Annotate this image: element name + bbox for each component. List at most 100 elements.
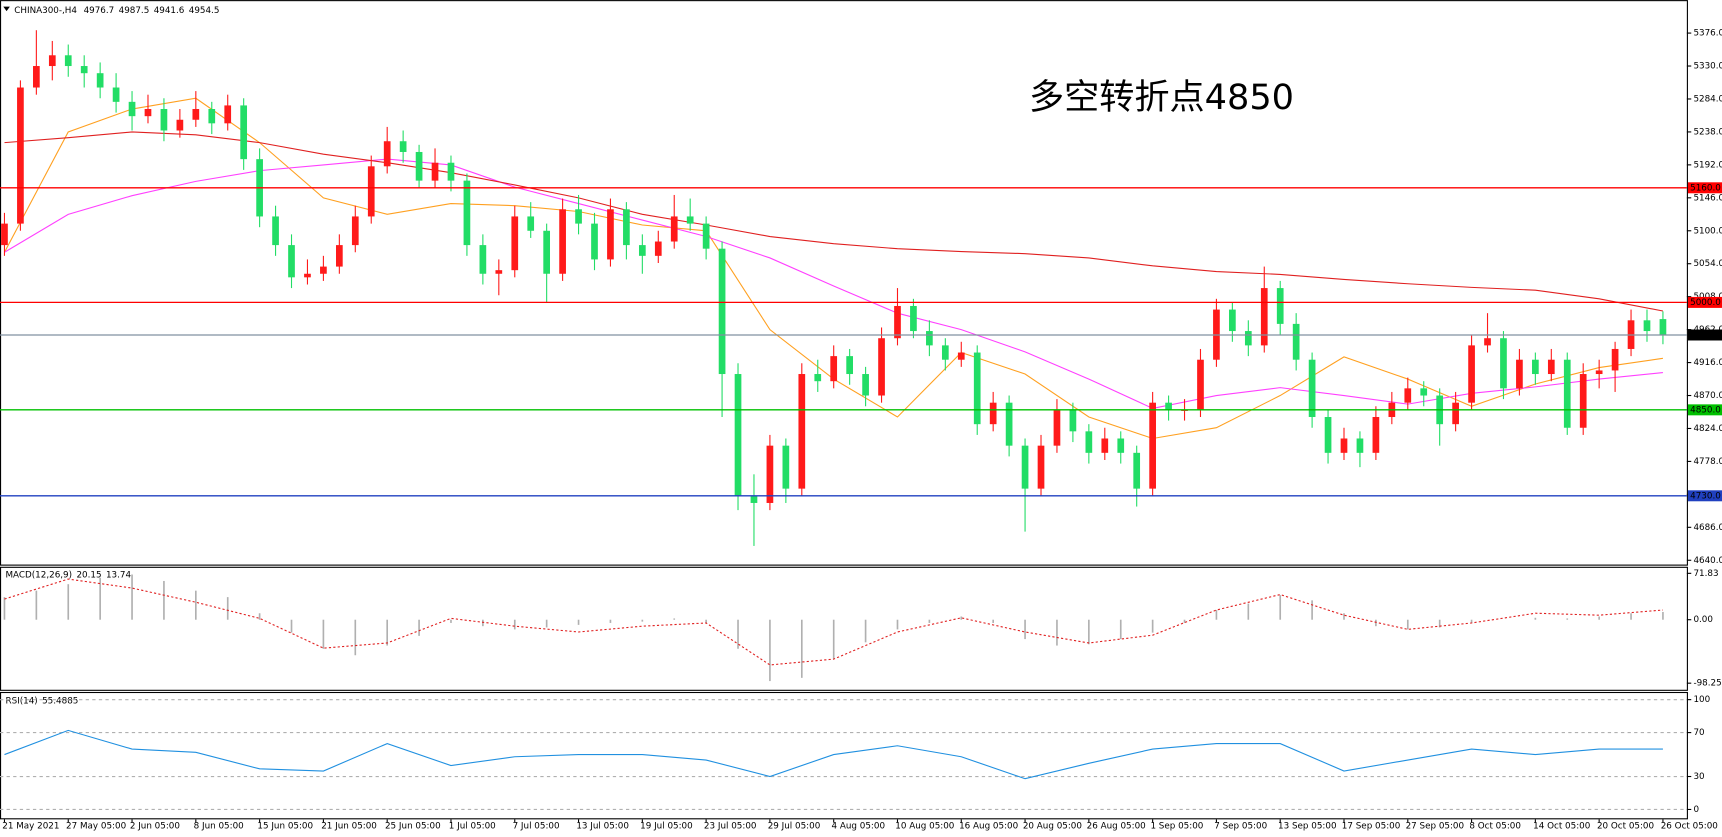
- x-tick-label: 4 Aug 05:00: [832, 821, 886, 831]
- candle-body: [80, 66, 88, 74]
- y-tick-label: 5100.0: [1693, 226, 1722, 236]
- y-tick-label: -98.25: [1693, 679, 1721, 689]
- y-tick-label: 4916.0: [1693, 358, 1722, 368]
- candle-body: [894, 305, 901, 339]
- candle-body: [1659, 319, 1667, 335]
- open: 4976.7: [84, 5, 115, 15]
- x-tick-label: 14 Oct 05:00: [1533, 821, 1590, 831]
- candle-body: [718, 248, 726, 375]
- x-tick-label: 21 May 2021: [2, 821, 59, 831]
- candle-body: [399, 141, 407, 152]
- y-tick-label: 4870.0: [1693, 391, 1722, 401]
- candle-body: [1021, 445, 1029, 489]
- x-tick-label: 20 Aug 05:00: [1023, 821, 1082, 831]
- y-tick-label: 4686.0: [1693, 523, 1722, 533]
- candle-body: [1484, 338, 1491, 346]
- price-tag: [1687, 182, 1722, 194]
- candle-body: [926, 331, 933, 346]
- x-tick-label: 25 Jun 05:00: [385, 821, 441, 831]
- candle-body: [1117, 438, 1125, 453]
- candle-body: [1372, 417, 1380, 453]
- x-tick-label: 26 Oct 05:00: [1661, 821, 1718, 831]
- y-tick-label: 5054.0: [1693, 259, 1722, 269]
- candle-body: [1133, 452, 1141, 489]
- candle-body: [33, 66, 40, 88]
- candle-body: [240, 105, 248, 160]
- y-tick-label: 0.00: [1693, 615, 1713, 625]
- x-tick-label: 10 Aug 05:00: [895, 821, 954, 831]
- rsi-header: RSI(14) 55.4885: [5, 696, 78, 706]
- candle-body: [702, 223, 710, 249]
- candle-body: [559, 209, 566, 274]
- candle-body: [734, 374, 742, 496]
- price-tag-label: 4954.5: [1690, 330, 1721, 340]
- x-tick-label: 15 Jun 05:00: [257, 821, 313, 831]
- symbol-header: CHINA300-,H4 4976.7 4987.5 4941.6 4954.5: [14, 5, 219, 15]
- rsi-title: RSI(14): [5, 696, 37, 706]
- candle-body: [591, 223, 598, 260]
- panel-rsi: 100 70 30 0 21 May 2021 27 May 05:00 2 Jun 05:…: [0, 695, 1718, 831]
- candle-body: [973, 352, 981, 425]
- candle-body: [750, 495, 758, 503]
- candle-body: [463, 180, 471, 246]
- x-tick-label: 23 Jul 05:00: [704, 821, 757, 831]
- macd-value: 20.15: [76, 570, 101, 580]
- x-tick-label: 26 Aug 05:00: [1087, 821, 1146, 831]
- y-tick-label: 70: [1693, 728, 1704, 738]
- y-tick-label: 71.83: [1693, 569, 1718, 579]
- candle-body: [941, 345, 949, 360]
- y-tick-label: 5376.0: [1693, 29, 1722, 39]
- macd-signal: [4, 578, 1663, 666]
- candle-body: [1229, 309, 1236, 332]
- y-tick-label: 4824.0: [1693, 424, 1722, 434]
- y-tick-label: 30: [1693, 772, 1704, 782]
- candle-body: [495, 270, 503, 274]
- candle-body: [304, 273, 311, 278]
- candle-body: [1420, 388, 1428, 396]
- candle-body: [64, 55, 72, 67]
- candle-body: [1579, 374, 1587, 428]
- candle-body: [686, 216, 694, 224]
- candle-body: [208, 109, 216, 124]
- y-tick-label: 4778.0: [1693, 457, 1722, 467]
- rsi-value: 55.4885: [42, 696, 78, 706]
- close: 4954.5: [189, 5, 220, 15]
- y-tick-label: 5238.0: [1693, 127, 1722, 137]
- candle-body: [1053, 409, 1061, 446]
- candle-body: [1595, 370, 1603, 375]
- price-tag-label: 5160.0: [1690, 183, 1721, 193]
- candle-body: [1069, 409, 1077, 432]
- candle-body: [527, 216, 535, 231]
- y-tick-label: 5192.0: [1693, 160, 1722, 170]
- candle-body: [224, 105, 232, 124]
- candle-body: [670, 216, 678, 242]
- panel-candlestick: 5376.0 5330.0 5284.0 5238.0 5192.0 5146.0 5100…: [0, 29, 1722, 566]
- candle-body: [320, 266, 327, 274]
- candle-body: [272, 216, 279, 246]
- candle-body: [1643, 320, 1651, 332]
- candle-body: [623, 209, 630, 246]
- menu-arrow[interactable]: [3, 6, 10, 12]
- candle-body: [1468, 345, 1475, 403]
- rsi-panel-frame: [0, 691, 1688, 820]
- candle-body: [1547, 359, 1555, 375]
- candle-body: [1308, 359, 1316, 418]
- candle-body: [447, 162, 455, 181]
- macd-signal-value: 13.74: [106, 570, 132, 580]
- candle-body: [1516, 359, 1523, 389]
- candle-body: [846, 356, 853, 375]
- candle-body: [176, 119, 184, 131]
- x-tick-label: 7 Sep 05:00: [1214, 821, 1267, 831]
- candle-body: [1165, 402, 1172, 410]
- candle-body: [415, 151, 423, 181]
- candle-body: [575, 209, 582, 224]
- candle-body: [96, 73, 104, 88]
- candle-body: [1532, 359, 1539, 375]
- candle-body: [1340, 438, 1348, 453]
- symbol: CHINA300-,H4: [14, 5, 77, 15]
- candle-body: [367, 166, 375, 217]
- candle-body: [288, 245, 295, 278]
- price-tag-label: 4850.0: [1690, 405, 1721, 415]
- price-tag: [1687, 296, 1722, 308]
